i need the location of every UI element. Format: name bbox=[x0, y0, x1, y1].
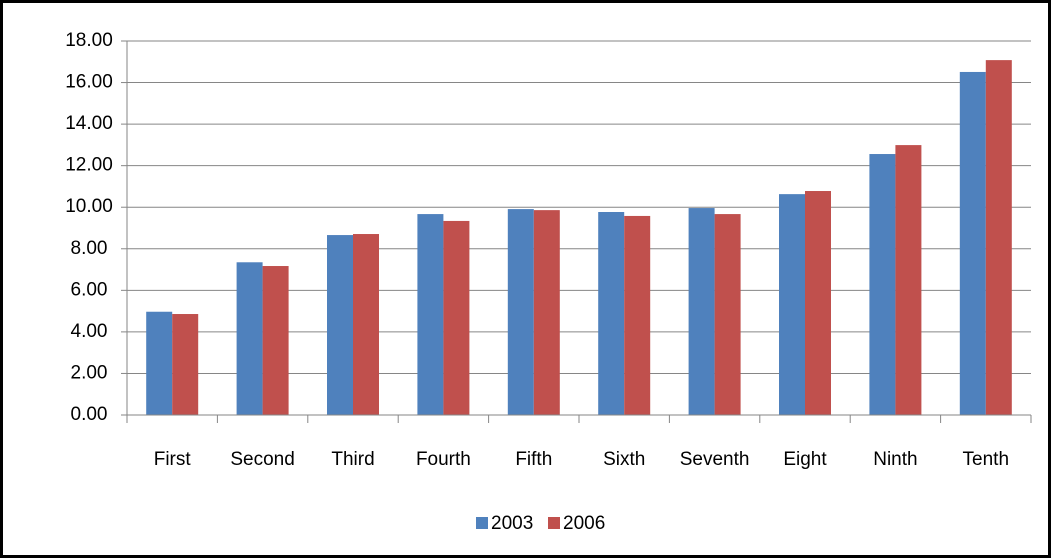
bar bbox=[598, 212, 625, 415]
bar bbox=[533, 210, 560, 415]
y-tick-label: 4.00 bbox=[71, 321, 108, 342]
bar bbox=[714, 214, 741, 415]
legend-swatch bbox=[548, 517, 560, 529]
legend-swatch bbox=[476, 517, 488, 529]
x-tick-label: Fourth bbox=[416, 449, 471, 470]
bar bbox=[146, 311, 173, 415]
bar bbox=[417, 214, 444, 415]
bar bbox=[172, 314, 199, 415]
bar bbox=[262, 266, 289, 415]
y-tick-label: 18.00 bbox=[65, 30, 113, 51]
bar bbox=[895, 145, 922, 415]
y-tick-label: 6.00 bbox=[71, 279, 108, 300]
y-tick-label: 10.00 bbox=[65, 196, 113, 217]
bar bbox=[327, 235, 353, 415]
legend-label: 2003 bbox=[491, 513, 533, 534]
x-tick-label: Second bbox=[230, 449, 294, 470]
legend-label: 2006 bbox=[563, 513, 605, 534]
x-tick-label: Seventh bbox=[680, 449, 750, 470]
bar bbox=[624, 215, 651, 415]
y-tick-label: 12.00 bbox=[65, 155, 113, 176]
x-tick-label: Third bbox=[331, 449, 374, 470]
y-tick-label: 0.00 bbox=[71, 404, 108, 425]
x-tick-label: Tenth bbox=[963, 449, 1009, 470]
x-tick-label: First bbox=[154, 449, 192, 470]
y-tick-label: 2.00 bbox=[71, 362, 108, 383]
bar bbox=[353, 234, 379, 415]
bar bbox=[985, 60, 1012, 416]
x-tick-label: Fifth bbox=[515, 449, 552, 470]
y-tick-label: 14.00 bbox=[65, 113, 113, 134]
bar bbox=[869, 154, 896, 415]
bar bbox=[959, 71, 986, 415]
x-tick-label: Sixth bbox=[603, 449, 645, 470]
bar bbox=[805, 191, 831, 415]
x-tick-label: Ninth bbox=[873, 449, 917, 470]
bar bbox=[779, 194, 805, 415]
y-tick-label: 16.00 bbox=[65, 72, 113, 93]
x-tick-label: Eight bbox=[783, 449, 827, 470]
bar bbox=[236, 262, 263, 415]
bar bbox=[688, 208, 715, 415]
bar bbox=[443, 220, 470, 415]
bar bbox=[507, 209, 534, 415]
y-tick-label: 8.00 bbox=[71, 238, 108, 259]
